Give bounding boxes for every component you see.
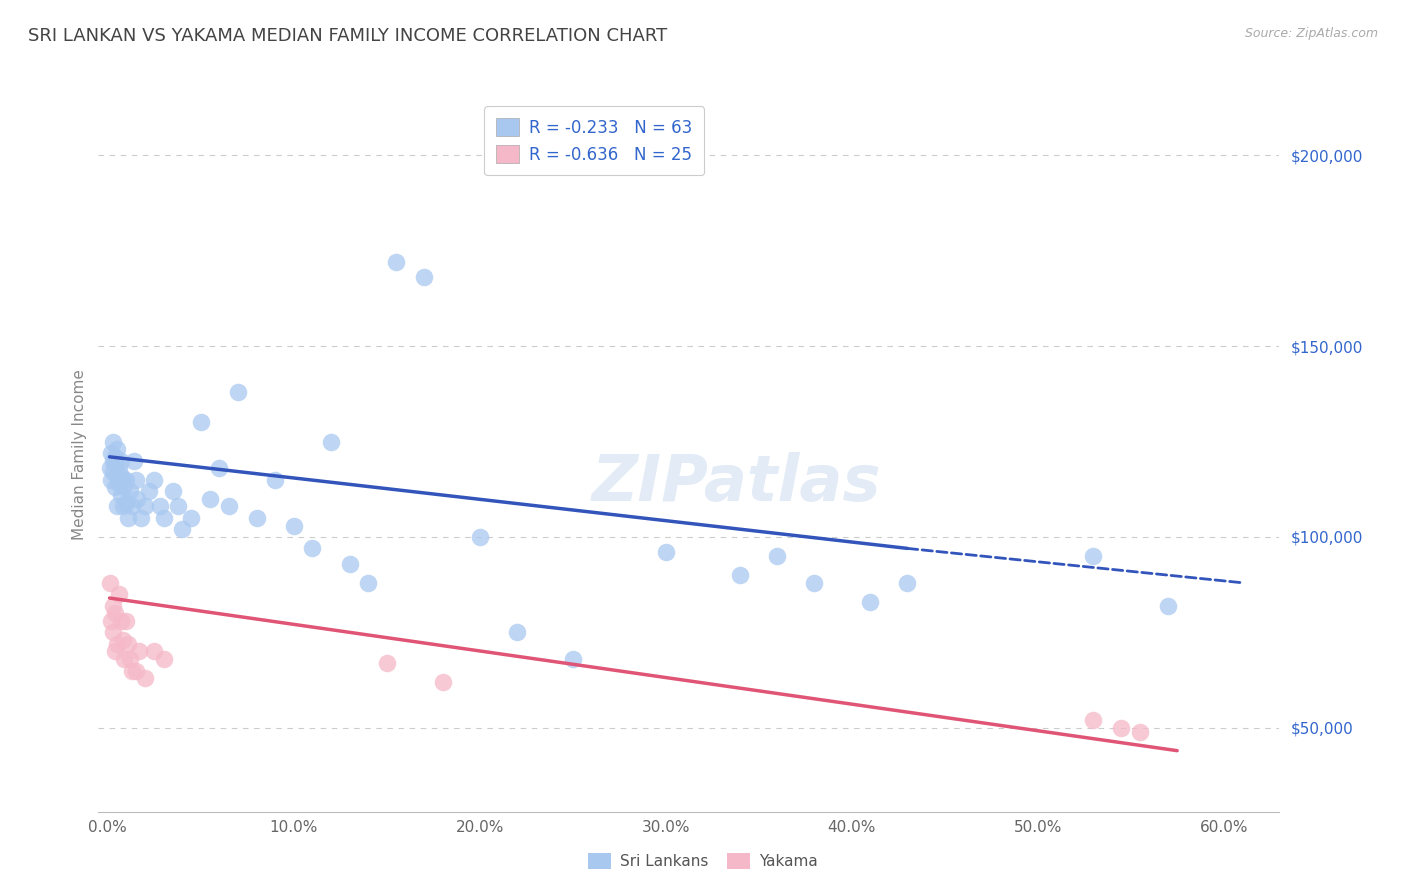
Point bbox=[134, 671, 156, 685]
Point bbox=[110, 488, 132, 502]
Point bbox=[110, 614, 132, 628]
Point bbox=[129, 511, 152, 525]
Point bbox=[654, 545, 676, 559]
Point bbox=[180, 511, 202, 525]
Point bbox=[115, 495, 138, 509]
Point bbox=[1083, 549, 1105, 563]
Point bbox=[118, 652, 141, 666]
Point bbox=[117, 511, 139, 525]
Point bbox=[104, 450, 127, 464]
Point bbox=[103, 599, 125, 613]
Point bbox=[766, 549, 789, 563]
Point bbox=[432, 675, 454, 690]
Point bbox=[117, 637, 139, 651]
Point bbox=[167, 500, 190, 514]
Point bbox=[561, 652, 583, 666]
Point bbox=[114, 652, 136, 666]
Point bbox=[1111, 721, 1133, 735]
Point bbox=[198, 491, 221, 506]
Point bbox=[803, 575, 825, 590]
Point bbox=[118, 484, 141, 499]
Point bbox=[128, 644, 150, 658]
Point bbox=[283, 518, 305, 533]
Point bbox=[375, 656, 398, 670]
Legend: Sri Lankans, Yakama: Sri Lankans, Yakama bbox=[582, 847, 824, 875]
Point bbox=[124, 473, 146, 487]
Point bbox=[1083, 713, 1105, 727]
Point bbox=[357, 575, 380, 590]
Point bbox=[105, 469, 128, 483]
Point bbox=[105, 500, 128, 514]
Point bbox=[108, 476, 131, 491]
Point bbox=[208, 461, 231, 475]
Point bbox=[143, 644, 166, 658]
Point bbox=[319, 434, 342, 449]
Point bbox=[728, 568, 751, 582]
Point bbox=[301, 541, 323, 556]
Point bbox=[110, 469, 132, 483]
Point bbox=[138, 484, 160, 499]
Point bbox=[105, 637, 128, 651]
Point bbox=[111, 500, 134, 514]
Point bbox=[1157, 599, 1180, 613]
Point bbox=[115, 614, 138, 628]
Point bbox=[506, 625, 529, 640]
Point bbox=[149, 500, 172, 514]
Point bbox=[859, 595, 882, 609]
Point bbox=[98, 575, 121, 590]
Point bbox=[124, 664, 146, 678]
Point bbox=[264, 473, 287, 487]
Y-axis label: Median Family Income: Median Family Income bbox=[72, 369, 87, 541]
Text: SRI LANKAN VS YAKAMA MEDIAN FAMILY INCOME CORRELATION CHART: SRI LANKAN VS YAKAMA MEDIAN FAMILY INCOM… bbox=[28, 27, 668, 45]
Point bbox=[108, 461, 131, 475]
Point bbox=[115, 473, 138, 487]
Point bbox=[226, 384, 249, 399]
Point bbox=[468, 530, 491, 544]
Point bbox=[100, 614, 122, 628]
Point bbox=[100, 446, 122, 460]
Point bbox=[1129, 724, 1152, 739]
Point bbox=[122, 453, 145, 467]
Point bbox=[104, 480, 127, 494]
Point bbox=[114, 480, 136, 494]
Point bbox=[105, 442, 128, 457]
Point bbox=[339, 557, 361, 571]
Point bbox=[896, 575, 918, 590]
Point bbox=[218, 500, 240, 514]
Point bbox=[103, 465, 125, 479]
Point bbox=[152, 652, 174, 666]
Point bbox=[127, 491, 149, 506]
Point bbox=[121, 500, 143, 514]
Point bbox=[98, 461, 121, 475]
Point bbox=[412, 270, 434, 285]
Point bbox=[111, 473, 134, 487]
Point bbox=[103, 434, 125, 449]
Point bbox=[162, 484, 184, 499]
Point bbox=[172, 522, 194, 536]
Point bbox=[385, 255, 408, 269]
Point bbox=[152, 511, 174, 525]
Point bbox=[108, 587, 131, 601]
Text: Source: ZipAtlas.com: Source: ZipAtlas.com bbox=[1244, 27, 1378, 40]
Point bbox=[103, 453, 125, 467]
Point bbox=[104, 644, 127, 658]
Point bbox=[143, 473, 166, 487]
Point bbox=[104, 458, 127, 472]
Point bbox=[100, 473, 122, 487]
Point bbox=[103, 625, 125, 640]
Legend: R = -0.233   N = 63, R = -0.636   N = 25: R = -0.233 N = 63, R = -0.636 N = 25 bbox=[485, 106, 704, 176]
Point bbox=[104, 607, 127, 621]
Point bbox=[121, 664, 143, 678]
Text: ZIPatlas: ZIPatlas bbox=[592, 452, 882, 515]
Point bbox=[245, 511, 267, 525]
Point bbox=[110, 453, 132, 467]
Point bbox=[134, 500, 156, 514]
Point bbox=[190, 416, 212, 430]
Point bbox=[111, 632, 134, 647]
